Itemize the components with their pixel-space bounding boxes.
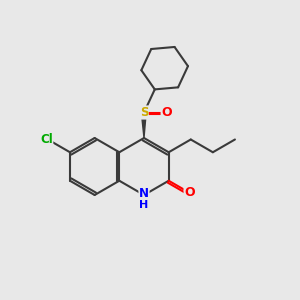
Polygon shape [142,110,146,138]
Text: S: S [140,106,148,119]
Text: O: O [161,106,172,119]
Text: H: H [140,200,148,211]
Text: O: O [184,186,195,199]
Text: Cl: Cl [40,133,53,146]
Text: N: N [139,187,149,200]
